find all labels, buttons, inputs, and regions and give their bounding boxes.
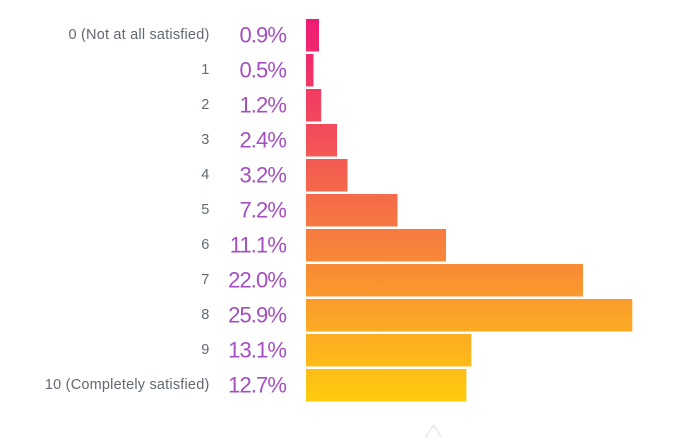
svg-text:25.9%: 25.9% [228, 303, 286, 328]
svg-text:9: 9 [201, 342, 209, 358]
svg-text:8: 8 [201, 307, 209, 323]
svg-text:0 (Not at all satisfied): 0 (Not at all satisfied) [69, 27, 210, 43]
svg-text:0.9%: 0.9% [239, 23, 286, 48]
svg-text:5: 5 [201, 202, 209, 218]
svg-text:0.5%: 0.5% [239, 58, 286, 83]
svg-text:12.7%: 12.7% [228, 373, 286, 398]
svg-text:7: 7 [201, 272, 209, 288]
svg-text:13.1%: 13.1% [228, 338, 286, 363]
svg-text:2: 2 [201, 97, 209, 113]
svg-text:1: 1 [201, 62, 209, 78]
svg-text:22.0%: 22.0% [228, 268, 286, 293]
svg-text:3: 3 [201, 132, 209, 148]
svg-text:4: 4 [201, 167, 209, 183]
svg-text:3.2%: 3.2% [239, 163, 286, 188]
svg-text:10 (Completely satisfied): 10 (Completely satisfied) [45, 377, 210, 393]
svg-text:6: 6 [201, 237, 209, 253]
svg-text:2.4%: 2.4% [239, 128, 286, 153]
svg-text:1.2%: 1.2% [239, 93, 286, 118]
svg-text:11.1%: 11.1% [230, 233, 287, 258]
svg-text:7.2%: 7.2% [239, 198, 286, 223]
